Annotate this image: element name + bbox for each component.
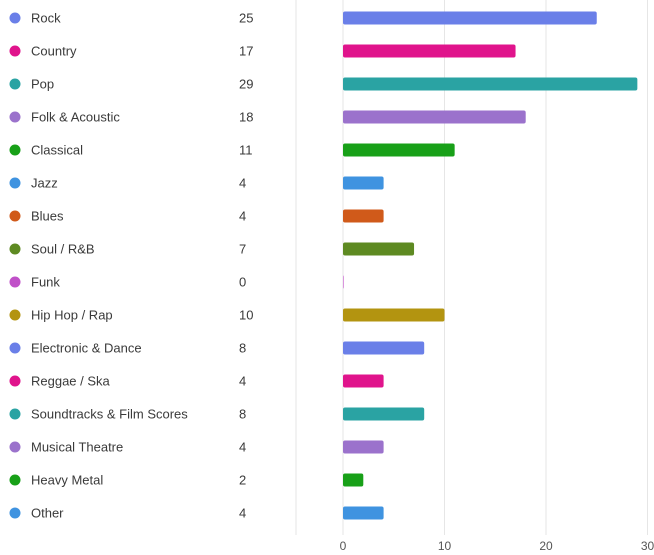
bar-reggae-ska [343, 374, 384, 388]
legend-dot-soundtracks-film-scores [9, 408, 21, 420]
legend-dot-folk-acoustic [9, 111, 21, 123]
bar-heavy-metal [343, 473, 364, 487]
value-label-funk: 0 [239, 275, 246, 290]
legend-dot-other [9, 507, 21, 519]
legend-dot-pop [9, 78, 21, 90]
value-label-electronic-dance: 8 [239, 341, 246, 356]
value-label-reggae-ska: 4 [239, 374, 246, 389]
value-label-country: 17 [239, 44, 253, 59]
category-label-musical-theatre: Musical Theatre [31, 440, 123, 455]
bar-rock [343, 11, 597, 25]
bar-pop [343, 77, 638, 91]
category-label-soul-r-b: Soul / R&B [31, 242, 95, 257]
legend-dot-electronic-dance [9, 342, 21, 354]
bar-funk [343, 275, 344, 289]
legend-dot-classical [9, 144, 21, 156]
category-label-classical: Classical [31, 143, 83, 158]
bar-hip-hop-rap [343, 308, 445, 322]
x-tick-label-10: 10 [438, 539, 452, 553]
legend-dot-funk [9, 276, 21, 288]
bar-jazz [343, 176, 384, 190]
category-label-funk: Funk [31, 275, 60, 290]
category-label-reggae-ska: Reggae / Ska [31, 374, 111, 389]
category-label-rock: Rock [31, 11, 61, 26]
category-label-other: Other [31, 506, 64, 521]
legend-dot-rock [9, 12, 21, 24]
category-label-soundtracks-film-scores: Soundtracks & Film Scores [31, 407, 188, 422]
value-label-heavy-metal: 2 [239, 473, 246, 488]
bar-folk-acoustic [343, 110, 526, 124]
legend-dot-jazz [9, 177, 21, 189]
category-label-country: Country [31, 44, 77, 59]
value-label-jazz: 4 [239, 176, 246, 191]
value-label-soul-r-b: 7 [239, 242, 246, 257]
bar-blues [343, 209, 384, 223]
legend-dot-hip-hop-rap [9, 309, 21, 321]
legend-dot-heavy-metal [9, 474, 21, 486]
bar-soul-r-b [343, 242, 415, 256]
category-label-blues: Blues [31, 209, 64, 224]
bar-country [343, 44, 516, 58]
value-label-other: 4 [239, 506, 246, 521]
bar-electronic-dance [343, 341, 425, 355]
x-tick-label-0: 0 [340, 539, 347, 553]
legend-dot-musical-theatre [9, 441, 21, 453]
x-tick-label-30: 30 [641, 539, 654, 553]
category-label-hip-hop-rap: Hip Hop / Rap [31, 308, 113, 323]
value-label-rock: 25 [239, 11, 253, 26]
bar-classical [343, 143, 455, 157]
bar-musical-theatre [343, 440, 384, 454]
legend-dot-soul-r-b [9, 243, 21, 255]
value-label-hip-hop-rap: 10 [239, 308, 253, 323]
bar-other [343, 506, 384, 520]
value-label-folk-acoustic: 18 [239, 110, 253, 125]
legend-dot-blues [9, 210, 21, 222]
value-label-blues: 4 [239, 209, 246, 224]
value-label-pop: 29 [239, 77, 253, 92]
category-label-pop: Pop [31, 77, 54, 92]
value-label-classical: 11 [239, 143, 253, 158]
legend-dot-reggae-ska [9, 375, 21, 387]
category-label-heavy-metal: Heavy Metal [31, 473, 103, 488]
legend-dot-country [9, 45, 21, 57]
category-label-jazz: Jazz [31, 176, 58, 191]
value-label-soundtracks-film-scores: 8 [239, 407, 246, 422]
bar-soundtracks-film-scores [343, 407, 425, 421]
x-tick-label-20: 20 [539, 539, 553, 553]
value-label-musical-theatre: 4 [239, 440, 246, 455]
category-label-folk-acoustic: Folk & Acoustic [31, 110, 120, 125]
category-label-electronic-dance: Electronic & Dance [31, 341, 142, 356]
